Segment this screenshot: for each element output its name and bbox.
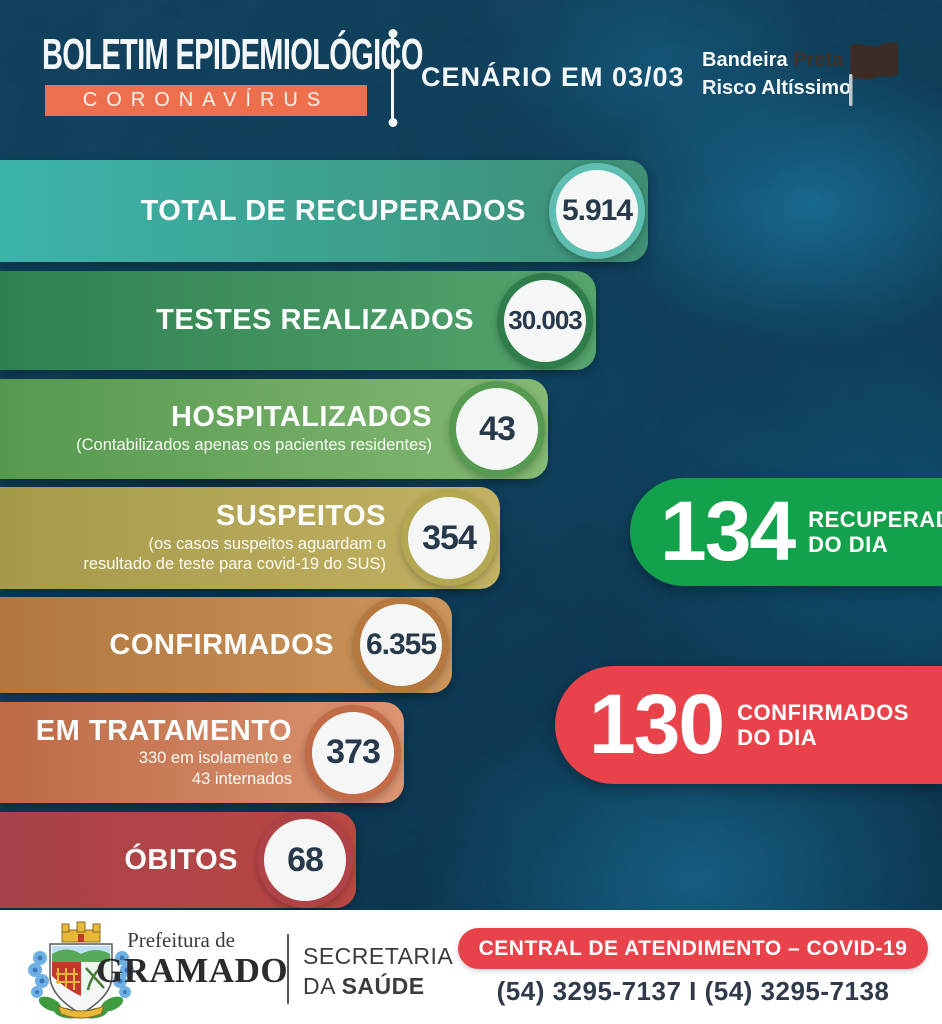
hotline-phones: (54) 3295-7137 I (54) 3295-7138 <box>496 976 890 1006</box>
city-name: GRAMADO <box>96 951 289 990</box>
stat-bar-hospitalizados: HOSPITALIZADOS (Contabilizados apenas os… <box>0 379 548 479</box>
flag-status-prefix: Bandeira <box>702 49 788 71</box>
daily-recovered-label: RECUPERADOS DO DIA <box>808 506 942 557</box>
daily-recovered-value: 134 <box>660 484 796 579</box>
scenario-date: CENÁRIO EM 03/03 <box>421 62 685 92</box>
hotline-title: CENTRAL DE ATENDIMENTO – COVID-19 <box>478 936 908 960</box>
footer-divider <box>287 934 289 1004</box>
subtitle-banner: CORONAVÍRUS <box>45 85 367 116</box>
stat-bar-suspeitos: SUSPEITOS (os casos suspeitos aguardam o… <box>0 487 500 589</box>
stat-bar-em-tratamento: EM TRATAMENTO 330 em isolamento e 43 int… <box>0 702 404 803</box>
stat-note: (Contabilizados apenas os pacientes resi… <box>76 435 432 454</box>
stat-value-badge: 354 <box>401 490 497 586</box>
flag-status: Bandeira Preta Risco Altíssimo <box>702 46 851 102</box>
daily-recovered-badge: 134 RECUPERADOS DO DIA <box>630 478 942 586</box>
stat-label: EM TRATAMENTO <box>35 714 292 747</box>
stat-label: ÓBITOS <box>124 843 238 876</box>
header-divider <box>388 29 397 127</box>
stat-label: CONFIRMADOS <box>109 628 334 661</box>
prefecture-logo-text: Prefeitura de GRAMADO <box>96 928 289 990</box>
stat-label: HOSPITALIZADOS <box>170 401 432 434</box>
stat-label: TOTAL DE RECUPERADOS <box>140 194 526 227</box>
stat-note: (os casos suspeitos aguardam o resultado… <box>83 534 386 574</box>
footer: Prefeitura de GRAMADO SECRETARIA DA SAÚD… <box>0 910 942 1024</box>
stat-value-badge: 68 <box>257 812 353 908</box>
gramado-coat-of-arms <box>28 920 134 1024</box>
stat-label: TESTES REALIZADOS <box>156 304 474 337</box>
stat-value-badge: 30.003 <box>497 272 593 369</box>
page-title: BOLETIM EPIDEMIOLÓGICO <box>42 30 423 79</box>
stat-bar-confirmados: CONFIRMADOS 6.355 <box>0 597 452 693</box>
prefecture-label: Prefeitura de <box>127 928 235 952</box>
hotline-banner: CENTRAL DE ATENDIMENTO – COVID-19 <box>458 928 928 969</box>
stat-bar-obitos: ÓBITOS 68 <box>0 812 356 908</box>
stat-value-badge: 5.914 <box>549 163 645 259</box>
stat-value-badge: 373 <box>305 704 401 801</box>
stat-bar-recuperados: TOTAL DE RECUPERADOS 5.914 <box>0 160 648 262</box>
subtitle-text: CORONAVÍRUS <box>82 89 330 111</box>
stat-value-badge: 6.355 <box>353 597 449 693</box>
stat-label: SUSPEITOS <box>216 500 386 533</box>
risk-level: Risco Altíssimo <box>702 77 852 99</box>
health-department-label: SECRETARIA DA SAÚDE <box>303 943 454 999</box>
black-flag-icon <box>838 38 902 115</box>
stat-value-badge: 43 <box>449 381 545 477</box>
stat-note: 330 em isolamento e 43 internados <box>138 749 292 788</box>
flag-status-emphasis: Preta <box>793 49 844 71</box>
daily-confirmed-badge: 130 CONFIRMADOS DO DIA <box>555 666 942 784</box>
stat-bar-testes: TESTES REALIZADOS 30.003 <box>0 271 596 370</box>
daily-confirmed-value: 130 <box>589 677 725 772</box>
daily-confirmed-label: CONFIRMADOS DO DIA <box>737 699 909 750</box>
